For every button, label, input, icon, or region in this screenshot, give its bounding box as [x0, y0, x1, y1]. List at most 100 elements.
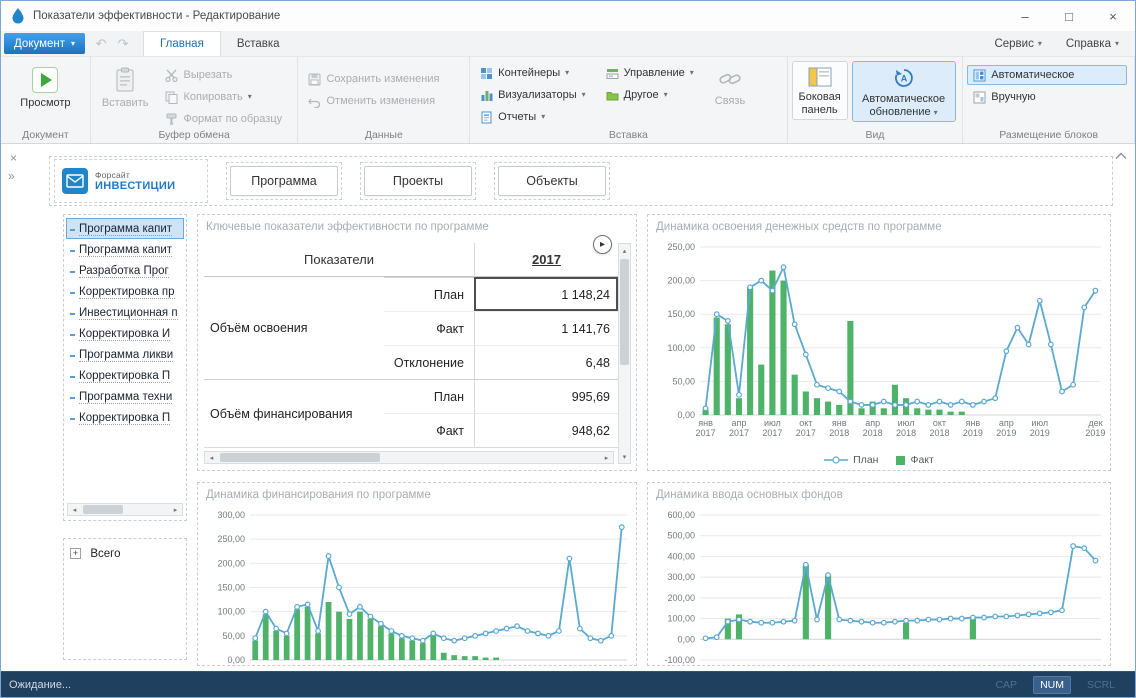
svg-text:2019: 2019 [996, 428, 1016, 438]
funds-chart[interactable]: -100,00 0,00 100,00 200,00 300,00 400,00 500,0… [654, 509, 1106, 665]
scroll-down-icon[interactable]: ▾ [622, 453, 627, 461]
program-list-block[interactable]: Программа капит Программа капит Разработ… [63, 214, 187, 521]
tree-root-label[interactable]: Всего [90, 547, 121, 560]
finance-chart[interactable]: 0,00 50,00 100,00 150,00 200,00 250,00 300,00 [204, 509, 632, 665]
tab-insert[interactable]: Вставка [236, 37, 280, 50]
reports-button[interactable]: Отчеты ▾ [474, 107, 591, 127]
other-button[interactable]: Другое ▾ [600, 85, 700, 105]
manual-layout-option[interactable]: Вручную [967, 87, 1127, 107]
table-cell[interactable]: 995,69 [474, 379, 618, 413]
list-item[interactable]: Инвестиционная п [66, 302, 184, 323]
totals-tree-block[interactable]: + Всего [63, 538, 187, 660]
left-panel-strip: × » [1, 144, 31, 671]
cut-button[interactable]: Вырезать [159, 65, 288, 85]
table-cell[interactable]: 1 141,76 [474, 311, 618, 345]
table-cell[interactable]: 948,62 [474, 413, 618, 447]
logo-frame: Форсайт ИНВЕСТИЦИИ [54, 159, 208, 203]
containers-button[interactable]: Контейнеры ▾ [474, 63, 591, 83]
dashboard-header-block[interactable]: Форсайт ИНВЕСТИЦИИ Программа Проекты Объ… [49, 156, 1113, 206]
minimize-button[interactable]: – [1021, 8, 1029, 24]
svg-text:янв: янв [698, 418, 713, 428]
side-panel-button[interactable]: Боковая панель [791, 61, 848, 121]
brush-icon [165, 113, 178, 126]
save-icon [308, 73, 321, 86]
funds-chart-block[interactable]: Динамика ввода основных фондов -100,00 0,… [647, 482, 1111, 666]
list-item[interactable]: Разработка Прог [66, 260, 184, 281]
column-header-year[interactable]: 2017 [474, 243, 618, 277]
scroll-right-icon[interactable]: ▸ [173, 506, 178, 514]
redo-button[interactable]: ↷ [117, 35, 129, 51]
list-item[interactable]: Программа ликви [66, 344, 184, 365]
table-cell-selected[interactable]: 1 148,24 [474, 277, 618, 311]
svg-text:600,00: 600,00 [667, 510, 695, 520]
scroll-lock-indicator: SCRL [1086, 678, 1115, 691]
finance-chart-block[interactable]: Динамика финансирования по программе 0,0… [197, 482, 637, 666]
svg-text:2017: 2017 [796, 428, 816, 438]
format-painter-button[interactable]: Формат по образцу [159, 109, 288, 129]
kpi-table-block[interactable]: Ключевые показатели эффективности по про… [197, 214, 637, 471]
panel-expand-icon[interactable]: » [8, 169, 15, 183]
scroll-right-icon[interactable]: ▸ [604, 454, 609, 462]
list-horizontal-scrollbar[interactable]: ◂ ▸ [67, 503, 183, 516]
auto-layout-option[interactable]: Автоматическое [967, 65, 1128, 85]
tab-main[interactable]: Главная [143, 31, 221, 56]
scroll-left-icon[interactable]: ◂ [72, 506, 77, 514]
auto-refresh-button[interactable]: A Автоматическое обновление ▾ [851, 61, 956, 123]
row-group-name[interactable]: Объём освоения [210, 321, 308, 335]
scroll-left-icon[interactable]: ◂ [209, 454, 214, 462]
caret-down-icon: ▾ [565, 68, 570, 77]
nav-button-program[interactable]: Программа [230, 166, 338, 196]
table-vertical-scrollbar[interactable]: ▴ ▾ [618, 243, 631, 464]
preview-button[interactable]: Просмотр [13, 61, 77, 113]
save-changes-button[interactable]: Сохранить изменения [302, 69, 445, 89]
menu-service[interactable]: Сервис ▾ [994, 37, 1042, 50]
row-label[interactable]: Отклонение [384, 345, 474, 379]
nav-button-objects[interactable]: Объекты [498, 166, 606, 196]
copy-button[interactable]: Копировать ▾ [159, 87, 288, 107]
scroll-up-icon[interactable]: ▴ [622, 247, 627, 255]
nav-button-frame: Проекты [360, 162, 476, 200]
list-item[interactable]: Программа техни [66, 386, 184, 407]
nav-button-projects[interactable]: Проекты [364, 166, 472, 196]
folder-icon [606, 89, 619, 102]
svg-text:-100,00: -100,00 [664, 655, 695, 665]
window-title: Показатели эффективности - Редактировани… [33, 10, 281, 22]
table-cell[interactable]: 6,48 [474, 345, 618, 379]
cancel-changes-button[interactable]: Отменить изменения [302, 91, 445, 111]
visualizers-button[interactable]: Визуализаторы ▾ [474, 85, 591, 105]
row-label[interactable]: Факт [384, 413, 474, 447]
menu-help[interactable]: Справка ▾ [1065, 37, 1119, 50]
plan-line-marker-icon [824, 455, 849, 465]
svg-text:окт: окт [799, 418, 812, 428]
tree-expander[interactable]: + [70, 548, 81, 560]
collapse-chevron-icon[interactable] [1115, 152, 1127, 160]
svg-text:апр: апр [732, 418, 747, 428]
link-button[interactable]: Связь [708, 61, 752, 111]
panel-close-icon[interactable]: × [10, 151, 18, 165]
row-label[interactable]: Факт [384, 311, 474, 345]
row-group-name[interactable]: Объём финансирования [204, 379, 384, 447]
list-item[interactable]: Корректировка П [66, 365, 184, 386]
report-icon [480, 111, 493, 124]
osvoenie-chart[interactable]: 0,0050,00100,00150,00200,00250,00янв2017… [654, 241, 1106, 439]
undo-button[interactable]: ↶ [95, 35, 107, 51]
row-label[interactable]: План [384, 379, 474, 413]
title-bar: Показатели эффективности - Редактировани… [1, 1, 1135, 31]
close-button[interactable]: × [1109, 8, 1117, 24]
list-item[interactable]: Программа капит [66, 218, 184, 239]
management-button[interactable]: Управление ▾ [600, 63, 700, 83]
column-header-indicators[interactable]: Показатели [204, 243, 474, 277]
svg-text:50,00: 50,00 [672, 376, 695, 386]
osvoenie-chart-block[interactable]: Динамика освоения денежных средств по пр… [647, 214, 1111, 471]
list-item[interactable]: Корректировка П [66, 407, 184, 428]
copy-icon [165, 91, 178, 104]
row-label[interactable]: План [384, 277, 474, 311]
table-horizontal-scrollbar[interactable]: ◂ ▸ [204, 451, 614, 464]
paste-button[interactable]: Вставить [95, 61, 156, 113]
list-item[interactable]: Корректировка пр [66, 281, 184, 302]
maximize-button[interactable]: □ [1065, 8, 1073, 24]
document-menu-button[interactable]: Документ ▾ [4, 33, 86, 54]
list-item[interactable]: Корректировка И [66, 323, 184, 344]
table-next-button[interactable]: ▸ [593, 235, 612, 254]
list-item[interactable]: Программа капит [66, 239, 184, 260]
